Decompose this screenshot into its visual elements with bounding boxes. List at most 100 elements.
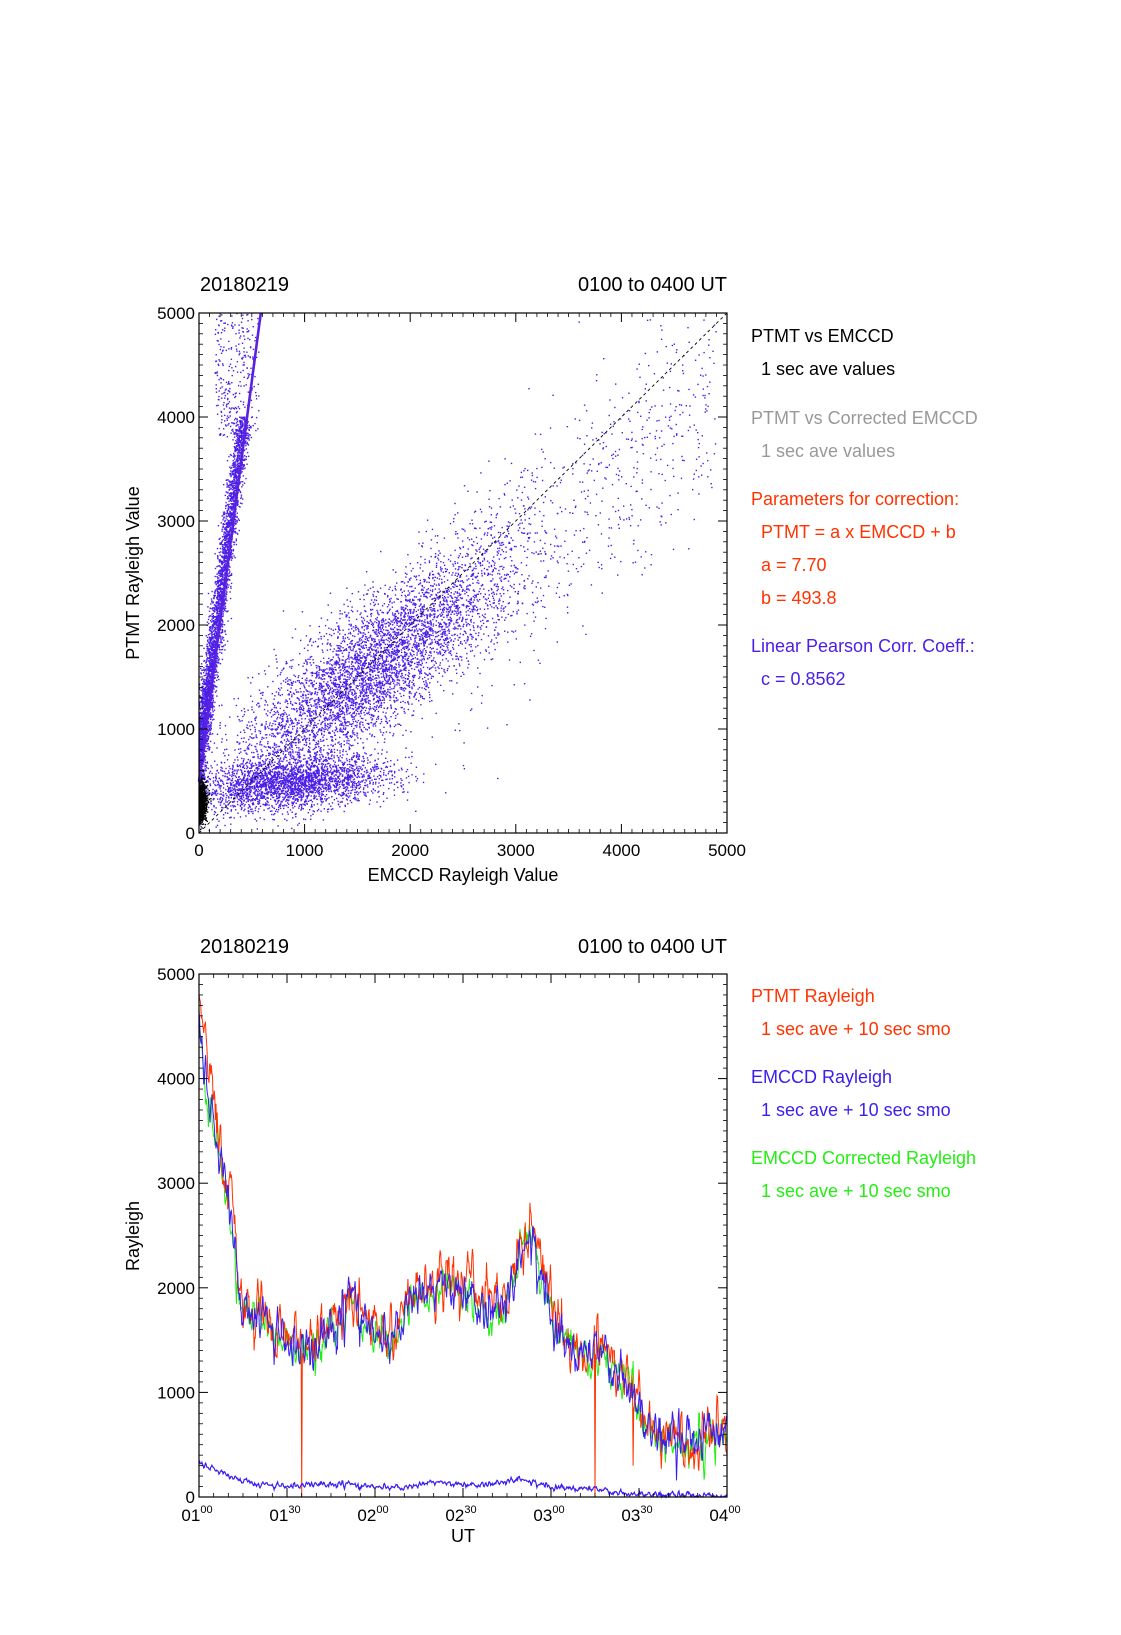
scatter-point [392,679,394,681]
scatter-point [442,607,445,609]
scatter-point [441,635,444,637]
scatter-point [359,682,361,684]
scatter-point [447,668,449,670]
scatter-point [281,735,284,737]
scatter-point [334,689,336,691]
scatter-point [259,730,262,733]
scatter-point [309,715,311,717]
scatter-point [395,610,397,613]
scatter-point [403,646,405,649]
scatter-point [350,641,352,643]
scatter-point [337,690,339,692]
scatter-point [364,660,366,662]
scatter-point [424,619,426,621]
scatter-point [467,588,469,590]
scatter-point [391,669,393,671]
scatter-point [308,737,311,739]
scatter-point [343,712,345,714]
scatter-point [389,696,391,699]
scatter-point [260,755,263,757]
scatter-point [225,733,227,736]
scatter-point [322,697,324,699]
scatter-point [309,656,311,658]
scatter-point [499,565,501,568]
scatter-point [385,619,387,621]
scatter-point [367,625,369,627]
scatter-point [239,742,241,744]
scatter-point [491,542,493,544]
scatter-point [434,660,436,663]
scatter-point [381,621,383,624]
scatter-point [431,628,433,630]
scatter-point [412,612,414,614]
scatter-point [442,639,445,641]
scatter-point [328,731,331,734]
scatter-point [460,675,462,677]
scatter-point [317,723,319,725]
scatter-point [428,627,431,629]
scatter-point [382,671,385,673]
scatter-point [426,597,428,599]
scatter-point [371,678,373,681]
scatter-point [500,579,502,581]
scatter-point [342,734,345,736]
scatter-point [445,607,448,609]
scatter-point [306,699,308,701]
scatter-point [500,534,502,536]
scatter-point [305,727,307,730]
scatter-point [421,678,424,680]
scatter-point [337,650,339,652]
scatter-point [251,782,253,784]
scatter-point [388,663,390,665]
scatter-point [407,657,409,659]
scatter-point [303,700,305,702]
scatter-point [357,758,359,760]
scatter-point [331,658,334,661]
scatter-point [380,651,382,654]
scatter-point [319,715,321,717]
scatter-point [400,589,402,591]
scatter-point [373,645,375,648]
scatter-point [346,713,348,715]
scatter-point [323,744,325,747]
scatter-point [423,614,426,617]
scatter-point [371,735,373,737]
scatter-point [313,683,315,686]
scatter-point [423,604,425,606]
scatter-point [378,644,381,646]
scatter-point [471,615,474,618]
scatter-point [492,537,494,539]
scatter-point [232,766,234,768]
scatter-point [328,691,331,693]
scatter-point [322,671,324,673]
scatter-point [325,689,327,692]
scatter-point [444,592,446,594]
scatter-point [274,723,277,726]
scatter-point [363,690,365,692]
scatter-point [219,727,221,729]
scatter-point [473,590,476,593]
scatter-point [299,741,301,743]
scatter-point [392,569,394,571]
scatter-point [349,600,352,603]
scatter-point [345,707,348,710]
scatter-point [273,771,276,774]
scatter-point [264,761,266,763]
scatter-point [321,687,323,689]
scatter-point [368,723,370,725]
scatter-point [473,626,475,629]
scatter-point [324,697,326,699]
scatter-point [261,750,263,753]
scatter-point [332,667,334,669]
scatter-point [511,630,513,632]
scatter-point [358,644,360,646]
scatter-point [413,676,416,678]
scatter-point [414,692,416,695]
scatter-point [376,704,378,707]
scatter-point [408,672,410,674]
scatter-point [376,682,378,684]
scatter-point [237,715,239,718]
scatter-point [398,673,400,675]
scatter-point [304,679,307,681]
scatter-point [419,599,421,601]
